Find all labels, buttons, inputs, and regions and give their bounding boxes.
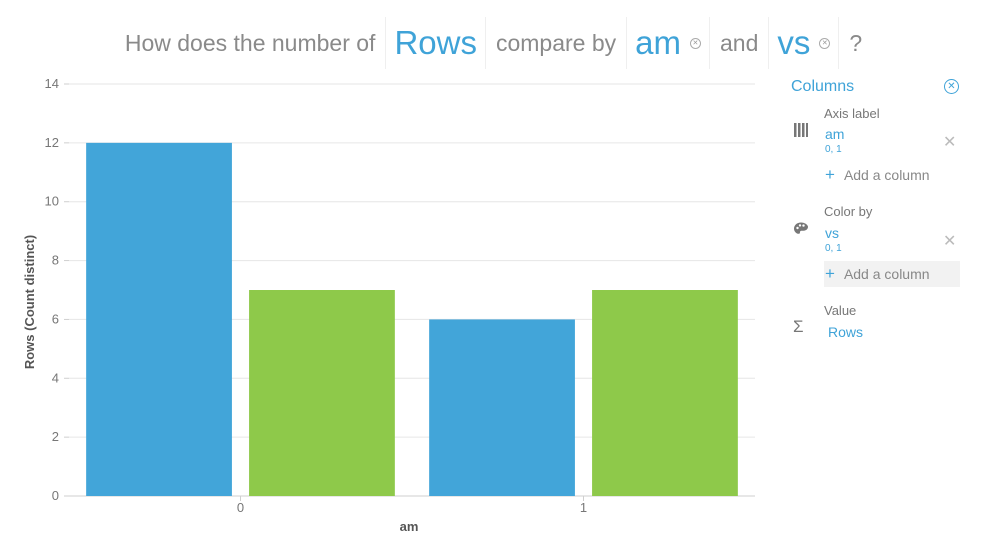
- bar-1-1[interactable]: [592, 290, 738, 496]
- plus-icon: +: [825, 264, 835, 283]
- remove-color-icon[interactable]: ✕: [943, 233, 957, 250]
- chart-bars: [86, 142, 738, 496]
- y-tick-label: 0: [52, 488, 59, 503]
- bar-chart: 0 2 4 6 8 10 12 14 0 1 am Rows (Count distinct): [22, 76, 755, 534]
- y-tick-label: 4: [52, 370, 59, 385]
- question-header: How does the number of Rows compare by a…: [0, 16, 987, 70]
- add-color-column-button[interactable]: + Add a column: [824, 261, 960, 287]
- question-conjunction: and: [719, 29, 759, 56]
- dimension-token-vs[interactable]: vs ✕: [768, 17, 840, 69]
- close-panel-icon[interactable]: ✕: [944, 79, 959, 94]
- y-tick-label: 6: [52, 311, 59, 326]
- dimension-token-am[interactable]: am ✕: [626, 17, 710, 69]
- question-prefix: How does the number of: [124, 29, 376, 56]
- add-column-label: Add a column: [843, 167, 930, 183]
- metric-token-label: Rows: [394, 24, 477, 61]
- remove-axis-icon[interactable]: ✕: [943, 134, 957, 151]
- dimension-token-vs-label: vs: [777, 24, 811, 61]
- value-field[interactable]: Rows: [828, 324, 864, 340]
- panel-title: Columns: [791, 78, 855, 95]
- dimension-token-am-label: am: [635, 24, 681, 61]
- bar-1-0[interactable]: [429, 319, 575, 496]
- color-field-values: 0, 1: [825, 243, 842, 254]
- x-axis-label: am: [400, 519, 419, 534]
- x-tick-label: 0: [237, 500, 244, 515]
- add-column-label: Add a column: [843, 266, 930, 282]
- axis-field[interactable]: am: [825, 126, 845, 142]
- plus-icon: +: [825, 165, 835, 184]
- color-section-label: Color by: [824, 204, 873, 219]
- add-axis-column-button[interactable]: + Add a column: [824, 162, 960, 188]
- y-tick-label: 2: [52, 429, 59, 444]
- bar-0-1[interactable]: [249, 290, 395, 496]
- y-tick-label: 14: [45, 76, 59, 91]
- question-middle: compare by: [495, 29, 617, 56]
- columns-icon: [794, 123, 808, 137]
- question-suffix: ?: [849, 29, 863, 56]
- y-tick-label: 8: [52, 253, 59, 268]
- bar-0-0[interactable]: [86, 142, 232, 496]
- chart-labels: 0 2 4 6 8 10 12 14 0 1 am Rows (Count distinct): [22, 76, 587, 534]
- y-tick-label: 12: [45, 135, 59, 150]
- y-axis-label: Rows (Count distinct): [22, 235, 37, 369]
- x-tick-label: 1: [580, 500, 587, 515]
- metric-token[interactable]: Rows: [385, 17, 486, 69]
- color-field[interactable]: vs: [825, 225, 839, 241]
- axis-section-label: Axis label: [824, 106, 880, 121]
- clear-vs-icon[interactable]: ✕: [819, 37, 831, 49]
- columns-panel: Columns ✕ Axis label am 0, 1 ✕ + Add a c…: [775, 70, 987, 542]
- value-section-label: Value: [824, 303, 857, 318]
- sigma-icon: Σ: [793, 317, 804, 336]
- y-tick-label: 10: [45, 194, 59, 209]
- clear-am-icon[interactable]: ✕: [689, 37, 701, 49]
- axis-field-values: 0, 1: [825, 144, 842, 155]
- palette-icon: [794, 222, 808, 234]
